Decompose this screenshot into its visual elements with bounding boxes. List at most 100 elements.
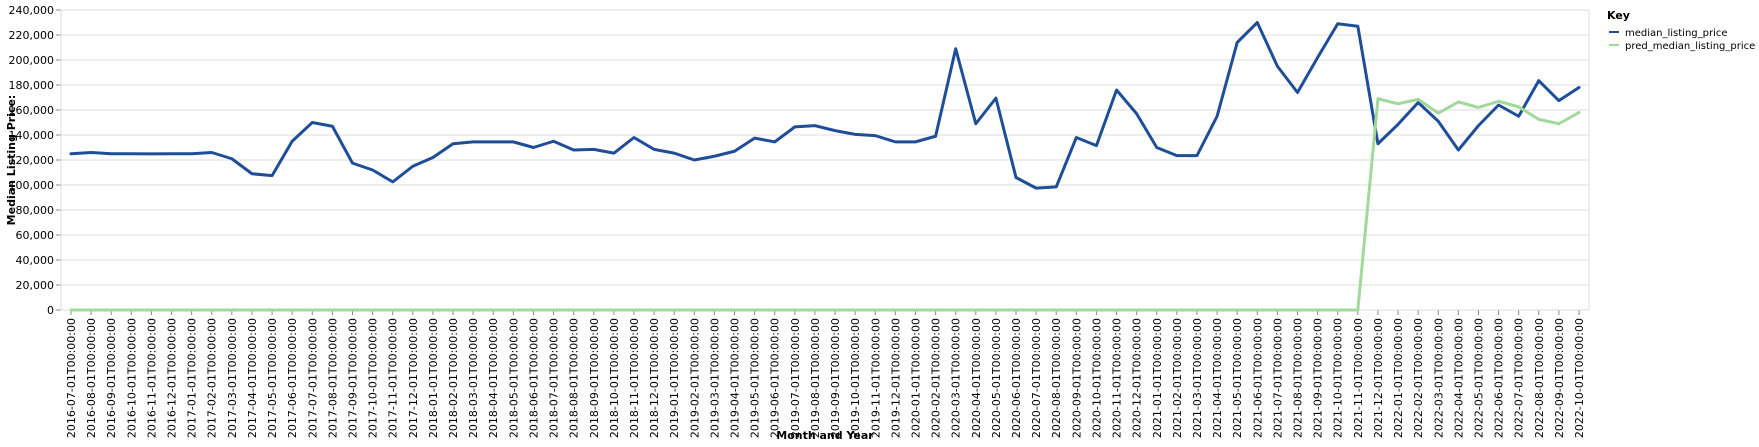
x-tick-label: 2018-03-01T00:00:00 xyxy=(467,318,480,438)
x-tick-label: 2016-09-01T00:00:00 xyxy=(105,318,118,438)
x-tick-label: 2022-09-01T00:00:00 xyxy=(1553,318,1566,438)
y-tick-label: 20,000 xyxy=(16,279,55,292)
x-tick-label: 2020-04-01T00:00:00 xyxy=(970,318,983,438)
x-tick-label: 2019-07-01T00:00:00 xyxy=(789,318,802,438)
x-tick-label: 2022-06-01T00:00:00 xyxy=(1493,318,1506,438)
x-tick-label: 2020-03-01T00:00:00 xyxy=(950,318,963,438)
y-tick-label: 240,000 xyxy=(9,4,55,17)
y-tick-label: 60,000 xyxy=(16,229,55,242)
legend-title: Key xyxy=(1607,9,1630,22)
x-tick-label: 2022-07-01T00:00:00 xyxy=(1513,318,1526,438)
x-tick-label: 2018-06-01T00:00:00 xyxy=(527,318,540,438)
x-tick-label: 2021-06-01T00:00:00 xyxy=(1251,318,1264,438)
x-tick-label: 2017-03-01T00:00:00 xyxy=(226,318,239,438)
x-tick-label: 2019-09-01T00:00:00 xyxy=(829,318,842,438)
x-tick-label: 2021-04-01T00:00:00 xyxy=(1211,318,1224,438)
x-tick-label: 2016-10-01T00:00:00 xyxy=(125,318,138,438)
y-tick-label: 220,000 xyxy=(9,29,55,42)
x-tick-label: 2020-11-01T00:00:00 xyxy=(1111,318,1124,438)
series-line-pred_median_listing_price xyxy=(69,97,1581,312)
x-tick-label: 2019-01-01T00:00:00 xyxy=(668,318,681,438)
x-tick-label: 2016-11-01T00:00:00 xyxy=(145,318,158,438)
x-tick-label: 2017-10-01T00:00:00 xyxy=(367,318,380,438)
x-tick-label: 2018-07-01T00:00:00 xyxy=(548,318,561,438)
x-tick-label: 2022-02-01T00:00:00 xyxy=(1412,318,1425,438)
x-tick-label: 2017-05-01T00:00:00 xyxy=(266,318,279,438)
x-tick-label: 2020-07-01T00:00:00 xyxy=(1030,318,1043,438)
series-line-median_listing_price xyxy=(69,21,1581,190)
y-tick-label: 80,000 xyxy=(16,204,55,217)
x-tick-label: 2021-10-01T00:00:00 xyxy=(1332,318,1345,438)
x-tick-label: 2022-10-01T00:00:00 xyxy=(1573,318,1586,438)
legend-label: median_listing_price xyxy=(1625,28,1728,39)
y-tick-label: 160,000 xyxy=(9,104,55,117)
x-tick-label: 2018-01-01T00:00:00 xyxy=(427,318,440,438)
y-tick-label: 40,000 xyxy=(16,254,55,267)
x-tick-label: 2016-07-01T00:00:00 xyxy=(65,318,78,438)
x-tick-label: 2018-11-01T00:00:00 xyxy=(628,318,641,438)
x-tick-label: 2017-02-01T00:00:00 xyxy=(206,318,219,438)
x-tick-label: 2021-07-01T00:00:00 xyxy=(1271,318,1284,438)
x-tick-label: 2018-02-01T00:00:00 xyxy=(447,318,460,438)
x-tick-label: 2019-04-01T00:00:00 xyxy=(729,318,742,438)
x-tick-label: 2021-09-01T00:00:00 xyxy=(1312,318,1325,438)
y-tick-label: 200,000 xyxy=(9,54,55,67)
x-tick-label: 2019-03-01T00:00:00 xyxy=(708,318,721,438)
x-tick-label: 2021-03-01T00:00:00 xyxy=(1191,318,1204,438)
x-tick-label: 2019-12-01T00:00:00 xyxy=(889,318,902,438)
y-axis-title: Median Listing Price: xyxy=(5,95,18,226)
x-tick-label: 2019-06-01T00:00:00 xyxy=(769,318,782,438)
y-tick-label: 0 xyxy=(47,304,54,317)
x-tick-label: 2017-11-01T00:00:00 xyxy=(387,318,400,438)
x-tick-label: 2018-08-01T00:00:00 xyxy=(568,318,581,438)
x-tick-label: 2020-08-01T00:00:00 xyxy=(1050,318,1063,438)
x-tick-label: 2021-05-01T00:00:00 xyxy=(1231,318,1244,438)
x-tick-label: 2022-08-01T00:00:00 xyxy=(1533,318,1546,438)
x-tick-label: 2017-01-01T00:00:00 xyxy=(186,318,199,438)
legend-label: pred_median_listing_price xyxy=(1625,41,1755,52)
x-tick-label: 2021-01-01T00:00:00 xyxy=(1151,318,1164,438)
x-tick-label: 2021-12-01T00:00:00 xyxy=(1372,318,1385,438)
x-tick-label: 2022-03-01T00:00:00 xyxy=(1432,318,1445,438)
x-tick-label: 2016-08-01T00:00:00 xyxy=(85,318,98,438)
x-tick-label: 2017-07-01T00:00:00 xyxy=(306,318,319,438)
x-tick-label: 2019-10-01T00:00:00 xyxy=(849,318,862,438)
x-tick-label: 2019-08-01T00:00:00 xyxy=(809,318,822,438)
x-tick-label: 2020-10-01T00:00:00 xyxy=(1090,318,1103,438)
y-tick-label: 140,000 xyxy=(9,129,55,142)
x-tick-label: 2021-11-01T00:00:00 xyxy=(1352,318,1365,438)
x-tick-label: 2020-09-01T00:00:00 xyxy=(1070,318,1083,438)
x-tick-label: 2019-11-01T00:00:00 xyxy=(869,318,882,438)
x-tick-label: 2020-05-01T00:00:00 xyxy=(990,318,1003,438)
x-tick-label: 2019-02-01T00:00:00 xyxy=(688,318,701,438)
gridlines xyxy=(61,9,1589,311)
x-tick-label: 2016-12-01T00:00:00 xyxy=(166,318,179,438)
x-tick-label: 2017-12-01T00:00:00 xyxy=(407,318,420,438)
x-tick-label: 2018-04-01T00:00:00 xyxy=(487,318,500,438)
x-tick-label: 2017-04-01T00:00:00 xyxy=(246,318,259,438)
x-tick-label: 2021-08-01T00:00:00 xyxy=(1292,318,1305,438)
x-tick-label: 2018-10-01T00:00:00 xyxy=(608,318,621,438)
series-lines xyxy=(69,21,1581,312)
x-tick-label: 2022-01-01T00:00:00 xyxy=(1392,318,1405,438)
x-tick-label: 2020-01-01T00:00:00 xyxy=(909,318,922,438)
x-tick-label: 2018-05-01T00:00:00 xyxy=(507,318,520,438)
x-tick-label: 2022-05-01T00:00:00 xyxy=(1472,318,1485,438)
x-tick-label: 2019-05-01T00:00:00 xyxy=(749,318,762,438)
x-tick-label: 2020-02-01T00:00:00 xyxy=(930,318,943,438)
x-tick-label: 2021-02-01T00:00:00 xyxy=(1171,318,1184,438)
x-tick-label: 2017-06-01T00:00:00 xyxy=(286,318,299,438)
y-tick-label: 120,000 xyxy=(9,154,55,167)
x-tick-label: 2018-09-01T00:00:00 xyxy=(588,318,601,438)
x-axis: 2016-07-01T00:00:00 2016-08-01T00:00:00 20… xyxy=(61,309,1589,438)
x-tick-label: 2022-04-01T00:00:00 xyxy=(1452,318,1465,438)
x-axis-title: Month and Year xyxy=(776,429,874,442)
x-tick-label: 2017-09-01T00:00:00 xyxy=(346,318,359,438)
x-tick-label: 2020-06-01T00:00:00 xyxy=(1010,318,1023,438)
x-tick-label: 2020-12-01T00:00:00 xyxy=(1131,318,1144,438)
legend: Key median_listing_price pred_median_list… xyxy=(1607,9,1755,52)
x-tick-label: 2018-12-01T00:00:00 xyxy=(648,318,661,438)
x-tick-label: 2017-08-01T00:00:00 xyxy=(326,318,339,438)
y-axis: 0 20,000 40,000 60,000 80,000 100,000 120,000 1… xyxy=(9,4,61,317)
